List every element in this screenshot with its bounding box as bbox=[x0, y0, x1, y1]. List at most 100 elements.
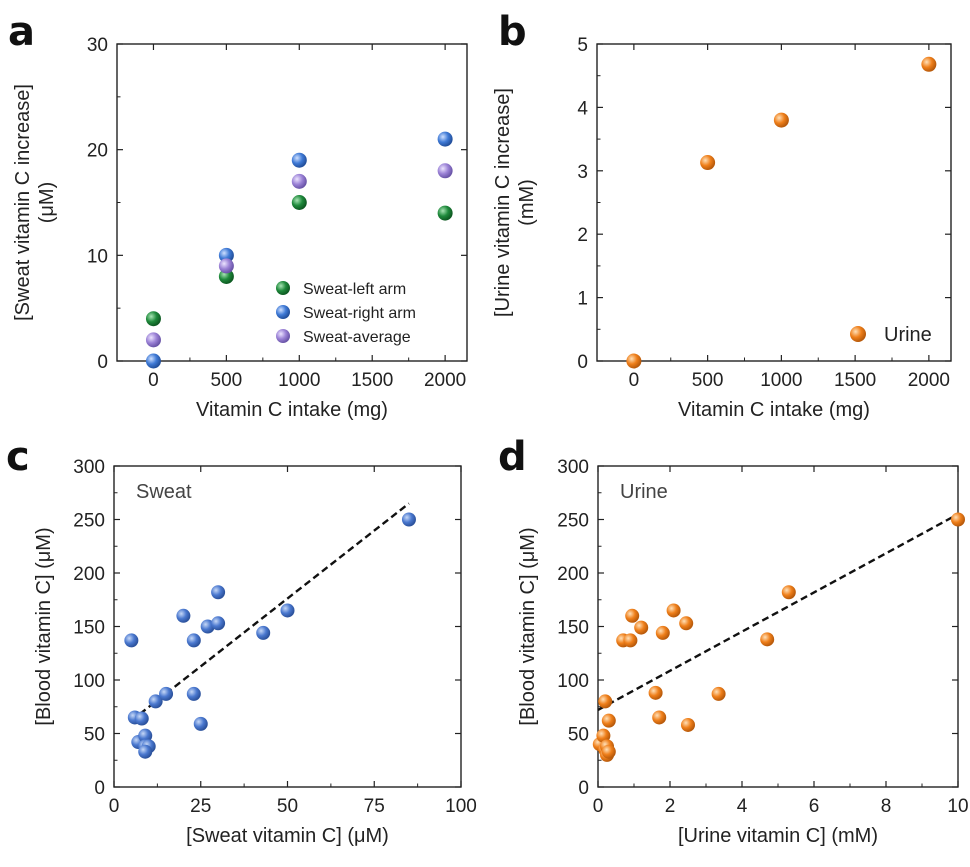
data-point bbox=[148, 694, 163, 709]
data-point bbox=[218, 247, 234, 263]
data-point bbox=[781, 585, 796, 600]
data-point bbox=[655, 625, 670, 640]
y-tick-label: 1 bbox=[577, 289, 588, 310]
data-point bbox=[951, 512, 965, 527]
data-point bbox=[601, 744, 616, 759]
data-point bbox=[145, 353, 161, 369]
plot-frame bbox=[597, 465, 959, 788]
y-axis-label: [Sweat vitamin C increase] bbox=[12, 84, 34, 321]
data-point bbox=[596, 728, 611, 743]
y-tick-label: 100 bbox=[73, 671, 105, 692]
data-point bbox=[176, 608, 191, 623]
x-tick-label: 1000 bbox=[278, 370, 320, 391]
data-point bbox=[773, 112, 789, 128]
x-tick-label: 25 bbox=[190, 796, 211, 817]
y-axis-label-unit: (mM) bbox=[516, 179, 538, 226]
plot-frame bbox=[596, 43, 952, 362]
legend-marker bbox=[276, 281, 290, 295]
panel-title: Urine bbox=[620, 481, 668, 503]
y-tick-label: 2 bbox=[577, 225, 588, 246]
y-axis-label: [Blood vitamin C] (μM) bbox=[517, 527, 539, 725]
data-point bbox=[681, 717, 695, 732]
data-point bbox=[124, 633, 139, 648]
panel-c-chart: 0 25 50 75 100 0 50 100 150 200 250 300 [Sweat vitam… bbox=[33, 457, 477, 847]
y-tick-label: 20 bbox=[87, 141, 108, 162]
x-tick-label: 50 bbox=[277, 796, 298, 817]
data-point bbox=[625, 608, 640, 623]
y-axis-label: [Blood vitamin C] (μM) bbox=[33, 527, 55, 725]
panel-b-chart: 0 500 1000 1500 2000 0 1 2 3 4 5 Vitamin C intake (… bbox=[492, 35, 952, 421]
panel-letter-b: b bbox=[498, 9, 527, 55]
x-tick-label: 100 bbox=[445, 796, 477, 817]
y-tick-label: 0 bbox=[97, 352, 108, 373]
y-axis-label-unit: (μM) bbox=[36, 182, 58, 224]
y-tick-label: 250 bbox=[557, 511, 589, 532]
data-point bbox=[218, 268, 234, 284]
data-point bbox=[634, 620, 649, 635]
data-point bbox=[280, 603, 295, 618]
data-point bbox=[186, 686, 201, 701]
y-tick-label: 50 bbox=[568, 725, 589, 746]
data-point bbox=[437, 205, 453, 221]
data-point bbox=[666, 603, 681, 618]
y-tick-label: 300 bbox=[73, 457, 105, 478]
y-tick-label: 50 bbox=[84, 725, 105, 746]
legend-label: Sweat-left arm bbox=[303, 281, 406, 298]
data-point bbox=[401, 512, 416, 527]
data-point bbox=[648, 685, 663, 700]
legend-label: Sweat-average bbox=[303, 329, 411, 346]
x-axis-label: Vitamin C intake (mg) bbox=[196, 399, 388, 421]
y-tick-label: 300 bbox=[557, 457, 589, 478]
panel-title: Sweat bbox=[136, 481, 192, 503]
data-point bbox=[159, 686, 174, 701]
data-point bbox=[134, 711, 149, 726]
x-tick-label: 1500 bbox=[351, 370, 393, 391]
data-point bbox=[218, 258, 234, 274]
x-tick-label: 8 bbox=[881, 796, 892, 817]
y-tick-label: 5 bbox=[577, 35, 588, 56]
data-point bbox=[760, 632, 775, 647]
data-point bbox=[711, 686, 726, 701]
y-axis-label: [Urine vitamin C increase] bbox=[492, 88, 514, 317]
y-tick-label: 0 bbox=[578, 778, 589, 799]
x-tick-label: 0 bbox=[148, 370, 159, 391]
x-axis-label: [Urine vitamin C] (mM) bbox=[678, 825, 878, 847]
data-point bbox=[652, 710, 667, 725]
data-point bbox=[679, 616, 694, 631]
x-tick-label: 6 bbox=[809, 796, 820, 817]
data-point bbox=[138, 744, 153, 759]
x-axis-label: Vitamin C intake (mg) bbox=[678, 399, 870, 421]
legend-marker bbox=[850, 326, 866, 342]
x-tick-label: 10 bbox=[947, 796, 968, 817]
data-point bbox=[601, 713, 616, 728]
panel-letter-a: a bbox=[8, 9, 35, 55]
y-tick-label: 0 bbox=[94, 778, 105, 799]
x-tick-label: 0 bbox=[109, 796, 120, 817]
x-tick-label: 0 bbox=[629, 370, 640, 391]
panel-a-chart: 0 500 1000 1500 2000 0 10 20 30 Vitamin C intake … bbox=[12, 35, 468, 421]
x-tick-label: 2000 bbox=[424, 370, 466, 391]
data-point bbox=[700, 155, 716, 171]
x-tick-label: 2000 bbox=[908, 370, 950, 391]
data-point bbox=[186, 633, 201, 648]
x-tick-label: 4 bbox=[737, 796, 748, 817]
y-tick-label: 3 bbox=[577, 162, 588, 183]
y-tick-label: 250 bbox=[73, 511, 105, 532]
data-point bbox=[437, 163, 453, 179]
data-point bbox=[626, 353, 642, 369]
data-point bbox=[623, 633, 638, 648]
x-tick-label: 500 bbox=[692, 370, 724, 391]
data-point bbox=[211, 616, 226, 631]
x-tick-label: 75 bbox=[364, 796, 385, 817]
data-point bbox=[256, 625, 271, 640]
y-tick-label: 4 bbox=[577, 98, 588, 119]
y-tick-label: 150 bbox=[557, 618, 589, 639]
y-tick-label: 200 bbox=[73, 564, 105, 585]
data-point bbox=[193, 716, 208, 731]
x-tick-label: 1000 bbox=[760, 370, 802, 391]
y-tick-label: 200 bbox=[557, 564, 589, 585]
panel-letter-d: d bbox=[498, 434, 527, 480]
y-tick-label: 150 bbox=[73, 618, 105, 639]
